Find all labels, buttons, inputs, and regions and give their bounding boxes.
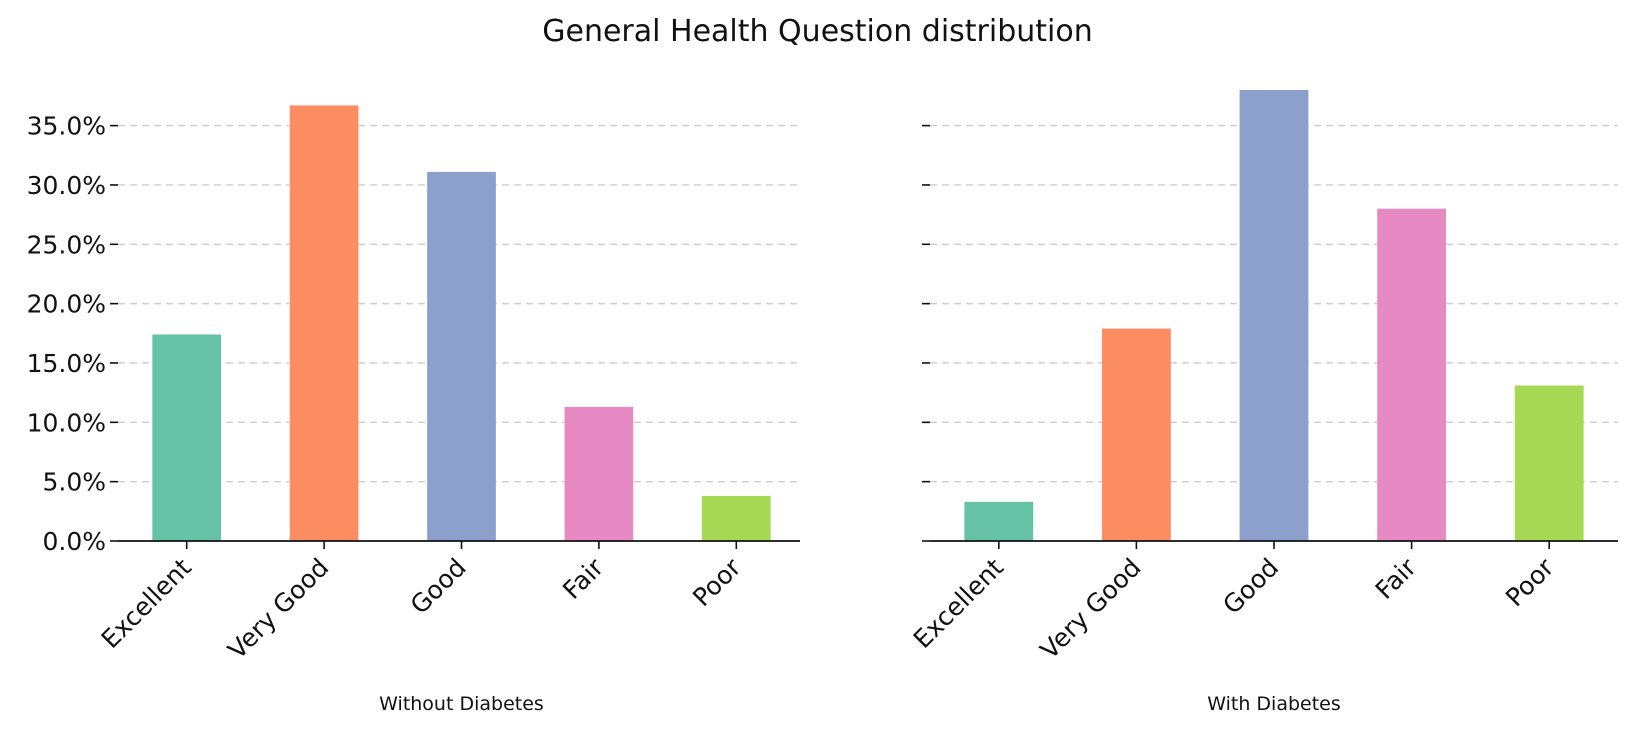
bar-very-good xyxy=(1102,328,1171,541)
x-axis-label: Without Diabetes xyxy=(379,693,544,715)
bar-poor xyxy=(1514,385,1584,541)
x-tick-label: Fair xyxy=(1370,552,1423,605)
y-tick-label: 10.0% xyxy=(27,408,106,437)
y-tick-label: 25.0% xyxy=(27,230,106,259)
bar-good xyxy=(427,171,496,542)
x-tick-label: Very Good xyxy=(222,553,334,665)
y-tick-label: 35.0% xyxy=(27,112,106,141)
bar-poor xyxy=(701,495,771,541)
y-tick-label: 20.0% xyxy=(27,290,106,319)
x-tick-label: Excellent xyxy=(908,553,1009,654)
chart-panel-with-diabetes: Excellent Very Good Good Fair Poor With Diabe… xyxy=(908,90,1618,715)
x-tick-label: Fair xyxy=(557,552,610,605)
bar-very-good xyxy=(289,105,359,541)
x-tick-label: Good xyxy=(1217,553,1284,620)
bar-good xyxy=(1239,90,1309,541)
x-tick-label: Poor xyxy=(1500,552,1560,612)
y-tick-label: 5.0% xyxy=(42,468,106,497)
x-tick-label: Excellent xyxy=(96,553,197,654)
bar-fair xyxy=(564,406,634,541)
x-tick-label: Very Good xyxy=(1035,553,1147,665)
x-axis-label: With Diabetes xyxy=(1207,693,1341,715)
bar-excellent xyxy=(964,501,1034,541)
x-tick-label: Good xyxy=(405,553,472,620)
bar-excellent xyxy=(152,334,222,541)
y-tick-label: 30.0% xyxy=(27,171,106,200)
chart-suptitle: General Health Question distribution xyxy=(542,14,1093,49)
y-tick-label: 0.0% xyxy=(42,527,106,556)
x-tick-label: Poor xyxy=(687,552,747,612)
chart-panel-without-diabetes: 0.0% 5.0% 10.0% 15.0% 20.0% 25.0% 30.0% 35.0% Ex… xyxy=(27,105,800,715)
y-tick-label: 15.0% xyxy=(27,349,106,378)
bar-fair xyxy=(1377,208,1446,541)
